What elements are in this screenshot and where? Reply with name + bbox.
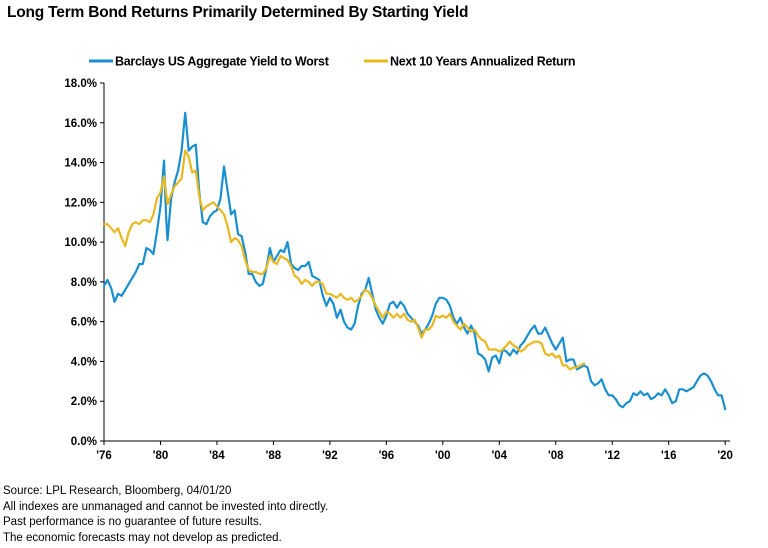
chart-title: Long Term Bond Returns Primarily Determi… [7, 4, 469, 21]
y-tick-label: 4.0% [71, 356, 97, 368]
y-tick-label: 10.0% [64, 237, 97, 249]
legend: Barclays US Aggregate Yield to Worst Nex… [89, 55, 576, 69]
footnote-indexes: All indexes are unmanaged and cannot be … [3, 500, 329, 513]
footnote-forecasts: The economic forecasts may not develop a… [3, 532, 282, 545]
yield-series-line [102, 111, 727, 411]
footnote-past-performance: Past performance is no guarantee of futu… [3, 516, 262, 529]
y-tick-label: 18.0% [64, 78, 97, 90]
y-axis: 0.0% 2.0% 4.0% 6.0% 8.0% 10.0% 12.0% 14.0% 16.0%… [64, 78, 105, 448]
y-tick-label: 8.0% [71, 277, 97, 289]
x-tick-label: '80 [153, 450, 169, 462]
x-tick-label: '08 [548, 450, 564, 462]
x-tick-label: '12 [604, 450, 620, 462]
y-tick-label: 14.0% [64, 158, 97, 170]
legend-label-return: Next 10 Years Annualized Return [390, 55, 575, 69]
return-series-line [102, 149, 586, 371]
series-lines [102, 111, 727, 411]
y-tick-label: 16.0% [64, 118, 97, 130]
x-tick-label: '96 [379, 450, 395, 462]
footnote-source: Source: LPL Research, Bloomberg, 04/01/2… [3, 485, 232, 497]
y-tick-label: 2.0% [71, 396, 97, 408]
x-tick-label: '20 [717, 450, 733, 462]
footnotes: Source: LPL Research, Bloomberg, 04/01/2… [3, 484, 328, 547]
x-tick-label: '84 [209, 450, 225, 462]
legend-label-yield: Barclays US Aggregate Yield to Worst [115, 55, 330, 69]
legend-item-yield: Barclays US Aggregate Yield to Worst [89, 55, 330, 69]
x-tick-label: '04 [492, 450, 508, 462]
x-tick-label: '16 [661, 450, 677, 462]
x-axis: '76 '80 '84 '88 '92 '96 '00 '04 '08 '12 '16 '20 [96, 440, 733, 462]
y-tick-label: 6.0% [71, 317, 97, 329]
x-tick-label: '76 [96, 450, 112, 462]
legend-item-return: Next 10 Years Annualized Return [364, 55, 576, 69]
x-tick-label: '00 [435, 450, 451, 462]
y-tick-label: 0.0% [71, 436, 97, 448]
x-tick-label: '92 [322, 450, 338, 462]
x-tick-label: '88 [266, 450, 282, 462]
y-tick-label: 12.0% [64, 197, 97, 209]
